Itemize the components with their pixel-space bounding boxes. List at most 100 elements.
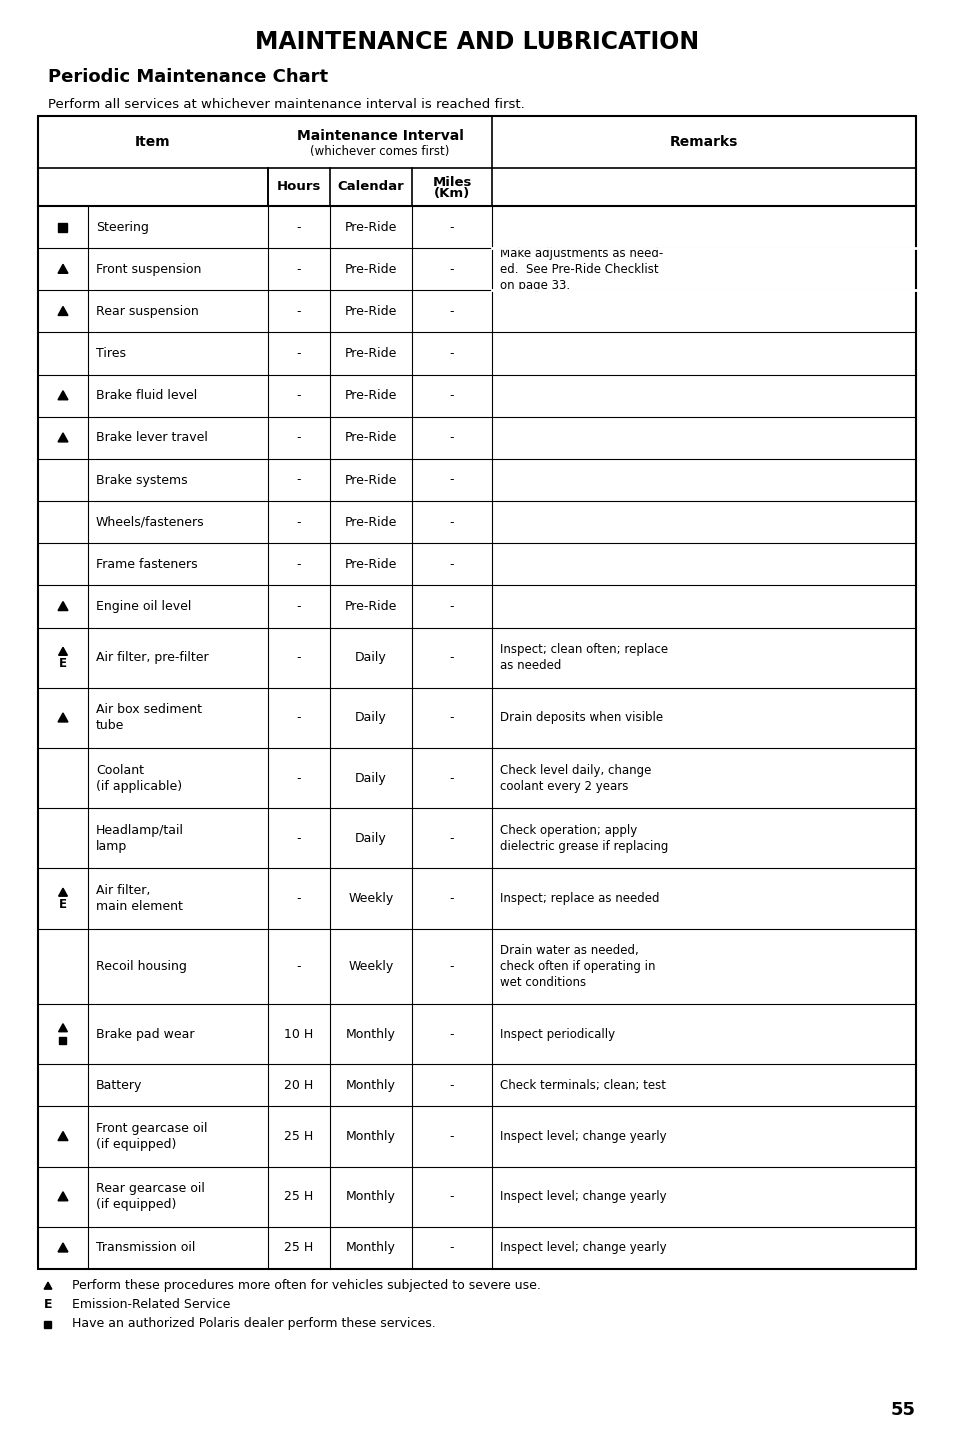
Text: -: -	[296, 432, 301, 445]
Text: Rear gearcase oil
(if equipped): Rear gearcase oil (if equipped)	[96, 1182, 205, 1211]
Polygon shape	[58, 1024, 68, 1032]
Text: Pre-Ride: Pre-Ride	[344, 263, 396, 276]
Polygon shape	[58, 602, 68, 611]
Text: -: -	[296, 474, 301, 487]
Text: Brake lever travel: Brake lever travel	[96, 432, 208, 445]
Text: 25 H: 25 H	[284, 1242, 314, 1255]
Text: -: -	[296, 305, 301, 318]
Text: Steering: Steering	[96, 221, 149, 234]
Text: Monthly: Monthly	[346, 1242, 395, 1255]
Text: Pre-Ride: Pre-Ride	[344, 348, 396, 361]
Text: Engine oil level: Engine oil level	[96, 601, 192, 614]
Text: Pre-Ride: Pre-Ride	[344, 516, 396, 529]
Text: Pre-Ride: Pre-Ride	[344, 221, 396, 234]
Text: Brake systems: Brake systems	[96, 474, 188, 487]
Text: Monthly: Monthly	[346, 1130, 395, 1143]
Text: Front suspension: Front suspension	[96, 263, 201, 276]
Text: Inspect level; change yearly: Inspect level; change yearly	[499, 1191, 666, 1204]
Text: Coolant
(if applicable): Coolant (if applicable)	[96, 763, 182, 792]
Text: Transmission oil: Transmission oil	[96, 1242, 195, 1255]
Text: -: -	[449, 601, 454, 614]
Text: Check level daily, change
coolant every 2 years: Check level daily, change coolant every …	[499, 763, 651, 792]
Polygon shape	[58, 1131, 68, 1140]
Text: Pre-Ride: Pre-Ride	[344, 432, 396, 445]
Text: -: -	[296, 516, 301, 529]
Text: -: -	[449, 1242, 454, 1255]
Text: E: E	[59, 899, 67, 912]
Text: -: -	[296, 558, 301, 571]
Text: -: -	[449, 474, 454, 487]
Text: Frame fasteners: Frame fasteners	[96, 558, 197, 571]
Polygon shape	[58, 712, 68, 723]
Bar	[58, 222, 68, 231]
Text: Monthly: Monthly	[346, 1079, 395, 1092]
Text: Recoil housing: Recoil housing	[96, 960, 187, 973]
Text: -: -	[449, 390, 454, 403]
Text: 25 H: 25 H	[284, 1191, 314, 1204]
Text: Inspect level; change yearly: Inspect level; change yearly	[499, 1130, 666, 1143]
Text: Weekly: Weekly	[348, 893, 394, 904]
Text: -: -	[449, 263, 454, 276]
Text: -: -	[449, 221, 454, 234]
Text: -: -	[449, 1130, 454, 1143]
Text: Daily: Daily	[355, 651, 387, 664]
Text: Monthly: Monthly	[346, 1191, 395, 1204]
Text: Pre-Ride: Pre-Ride	[344, 390, 396, 403]
Polygon shape	[58, 391, 68, 400]
Text: -: -	[296, 348, 301, 361]
Text: -: -	[449, 1079, 454, 1092]
Text: MAINTENANCE AND LUBRICATION: MAINTENANCE AND LUBRICATION	[254, 31, 699, 54]
Text: Air box sediment
tube: Air box sediment tube	[96, 704, 202, 733]
Text: -: -	[296, 832, 301, 845]
Text: Front gearcase oil
(if equipped): Front gearcase oil (if equipped)	[96, 1122, 208, 1152]
Text: -: -	[449, 1028, 454, 1041]
Text: (whichever comes first): (whichever comes first)	[310, 144, 449, 157]
Text: -: -	[449, 516, 454, 529]
Text: -: -	[296, 221, 301, 234]
Bar	[38, 116, 915, 1269]
Text: Air filter,
main element: Air filter, main element	[96, 884, 183, 913]
Polygon shape	[58, 433, 68, 442]
Text: E: E	[44, 1298, 52, 1312]
Polygon shape	[58, 307, 68, 316]
Text: Make adjustments as need-
ed.  See Pre-Ride Checklist
on page 33.: Make adjustments as need- ed. See Pre-Ri…	[499, 247, 662, 292]
Text: Weekly: Weekly	[348, 960, 394, 973]
Text: Have an authorized Polaris dealer perform these services.: Have an authorized Polaris dealer perfor…	[71, 1317, 436, 1330]
Text: Pre-Ride: Pre-Ride	[344, 305, 396, 318]
Polygon shape	[58, 888, 68, 896]
Text: Drain water as needed,
check often if operating in
wet conditions: Drain water as needed, check often if op…	[499, 944, 655, 989]
Text: Pre-Ride: Pre-Ride	[344, 558, 396, 571]
Text: Pre-Ride: Pre-Ride	[344, 601, 396, 614]
Text: 25 H: 25 H	[284, 1130, 314, 1143]
Text: Remarks: Remarks	[669, 135, 738, 148]
Text: -: -	[296, 711, 301, 724]
Text: Check terminals; clean; test: Check terminals; clean; test	[499, 1079, 665, 1092]
Text: -: -	[449, 558, 454, 571]
Polygon shape	[58, 1243, 68, 1252]
Text: Daily: Daily	[355, 711, 387, 724]
Text: -: -	[296, 893, 301, 904]
Text: Periodic Maintenance Chart: Periodic Maintenance Chart	[48, 68, 328, 86]
Text: -: -	[449, 432, 454, 445]
Text: -: -	[296, 960, 301, 973]
Text: Inspect level; change yearly: Inspect level; change yearly	[499, 1242, 666, 1255]
Text: -: -	[449, 832, 454, 845]
Text: -: -	[296, 601, 301, 614]
Text: Perform all services at whichever maintenance interval is reached first.: Perform all services at whichever mainte…	[48, 97, 524, 111]
Text: Calendar: Calendar	[337, 180, 404, 193]
Text: Emission-Related Service: Emission-Related Service	[71, 1298, 230, 1312]
Text: Item: Item	[135, 135, 171, 148]
Text: 10 H: 10 H	[284, 1028, 314, 1041]
Text: Daily: Daily	[355, 772, 387, 785]
Polygon shape	[44, 1282, 51, 1290]
Text: -: -	[449, 651, 454, 664]
Text: Inspect; replace as needed: Inspect; replace as needed	[499, 893, 659, 904]
Bar	[59, 1037, 67, 1044]
Text: -: -	[296, 651, 301, 664]
Text: -: -	[296, 263, 301, 276]
Text: Inspect periodically: Inspect periodically	[499, 1028, 615, 1041]
Text: Tires: Tires	[96, 348, 126, 361]
Text: -: -	[449, 960, 454, 973]
Text: -: -	[449, 348, 454, 361]
Text: -: -	[449, 893, 454, 904]
